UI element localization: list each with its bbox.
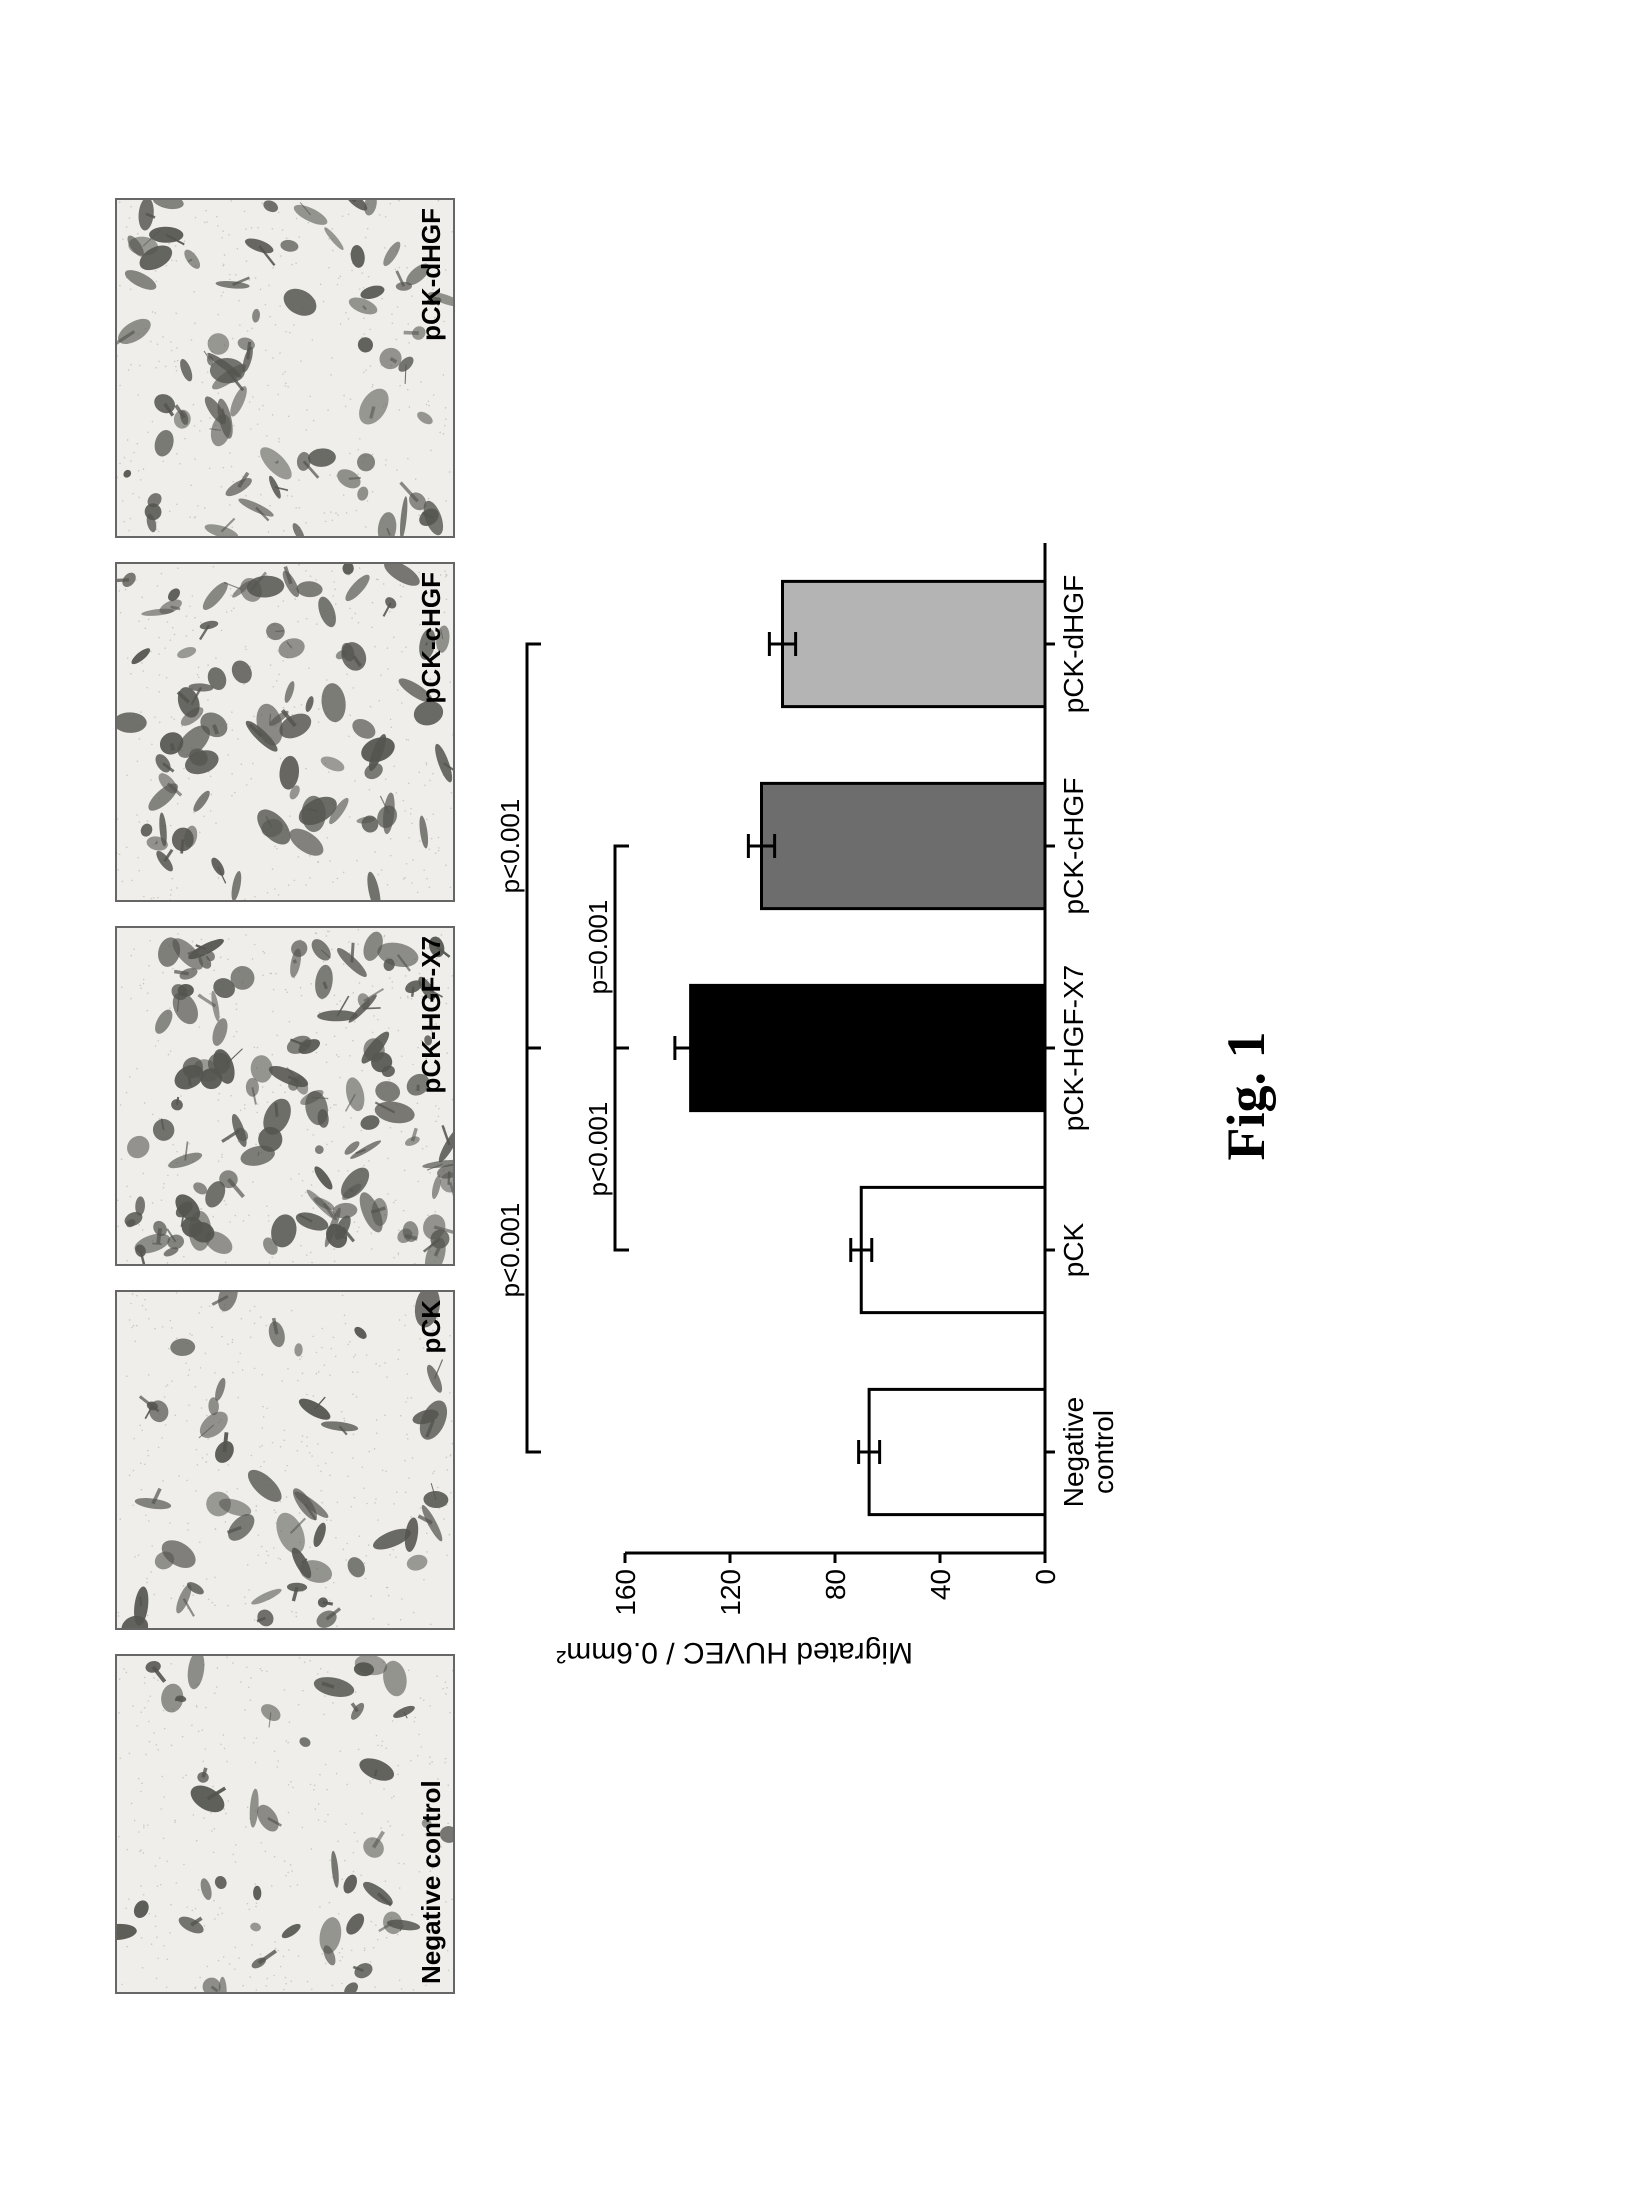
p-value-label: p<0.001	[495, 798, 525, 893]
micrograph-panel: pCK	[115, 1290, 455, 1630]
bar	[861, 1187, 1045, 1312]
micrograph-panel: pCK-dHGF	[115, 198, 455, 538]
micrograph-label: pCK-dHGF	[416, 208, 447, 341]
x-tick-label: pCK-dHGF	[1058, 574, 1089, 712]
y-tick-label: 160	[610, 1569, 641, 1616]
bar	[690, 985, 1044, 1110]
x-tick-label: Negative	[1058, 1396, 1089, 1507]
p-value-label: p<0.001	[495, 1202, 525, 1297]
micrograph-label: Negative control	[416, 1780, 447, 1984]
micrograph-label: pCK-HGF-X7	[416, 936, 447, 1093]
chart-area: Migrated HUVEC / 0.6mm² 0 40 80 120 160 Negat…	[495, 523, 1135, 1669]
micrograph-panel: Negative control	[115, 1654, 455, 1994]
p-value-label: p<0.001	[583, 1101, 613, 1196]
x-tick-label: pCK-cHGF	[1058, 777, 1089, 914]
y-tick-label: 120	[715, 1569, 746, 1616]
y-tick-label: 0	[1030, 1569, 1061, 1585]
x-tick-label: pCK	[1058, 1222, 1089, 1277]
micrograph-panel: pCK-cHGF	[115, 562, 455, 902]
bar-chart: 0 40 80 120 160 Negativecontrol pCK pCK-HGF-X7 p…	[495, 523, 1135, 1623]
bar	[869, 1389, 1045, 1514]
x-tick-label: control	[1088, 1409, 1119, 1493]
y-axis-label: Migrated HUVEC / 0.6mm²	[495, 1635, 1015, 1669]
micrograph-label: pCK-cHGF	[416, 572, 447, 703]
micrograph-row: Negative control pCK pCK-HGF-X7 pCK-cHGF pCK…	[115, 198, 455, 1994]
bar	[761, 783, 1045, 908]
figure-caption: Fig. 1	[1215, 1031, 1277, 1160]
y-tick-label: 80	[820, 1569, 851, 1600]
y-tick-label: 40	[925, 1569, 956, 1600]
micrograph-panel: pCK-HGF-X7	[115, 926, 455, 1266]
p-value-label: p=0.001	[583, 899, 613, 994]
bar	[782, 581, 1045, 706]
micrograph-label: pCK	[416, 1300, 447, 1353]
x-tick-label: pCK-HGF-X7	[1058, 964, 1089, 1130]
